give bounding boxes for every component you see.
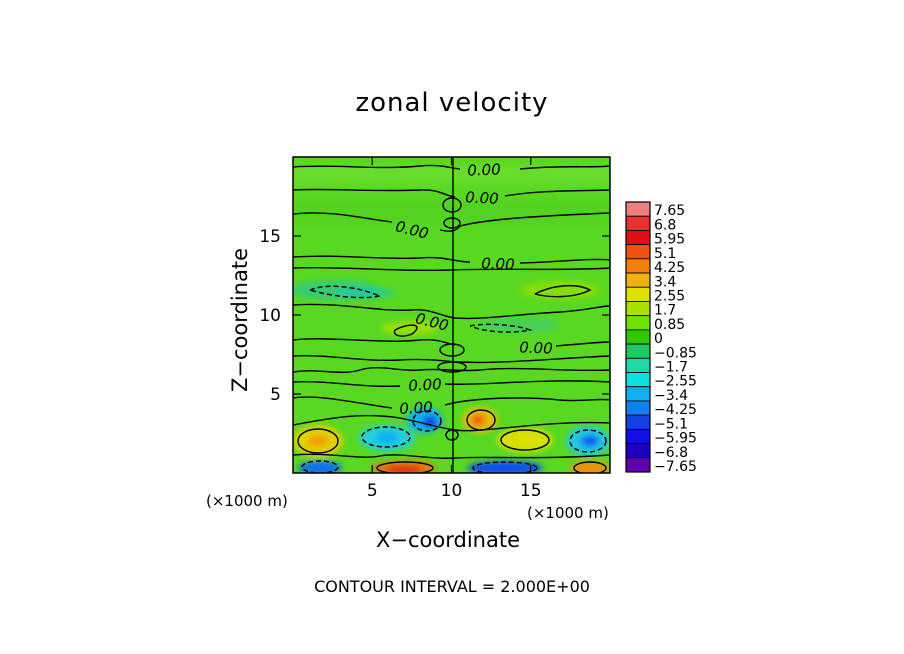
colorbar-swatch [625,230,651,246]
axis-layer: 5 10 15 5 10 15 [259,157,610,501]
colorbar-swatch [625,428,651,444]
colorbar-swatch [625,258,651,274]
colorbar-label: 4.25 [654,260,685,276]
colorbar-label: 1.7 [654,303,676,319]
colorbar-swatch [625,272,651,288]
colorbar-swatch [625,386,651,402]
contour-lines [293,157,610,473]
colorbar-label: 7.65 [654,203,685,219]
contour-label: 0.00 [399,398,433,418]
colorbar-swatch [625,343,651,359]
colorbar-label: −3.4 [654,388,688,404]
contour-label: 0.00 [481,254,515,273]
x-tick-label: 15 [520,481,542,501]
colorbar-label: −5.1 [654,416,688,432]
contour-label: 0.00 [467,160,501,179]
y-tick-label: 5 [270,385,281,405]
contour-label: 0.00 [408,375,442,395]
colorbar-label: 5.1 [654,246,676,262]
y-axis-label: Z−coordinate [228,248,252,392]
x-unit-right: (×1000 m) [527,504,609,522]
contour-label: 0.00 [465,188,499,208]
colorbar-swatch [625,301,651,317]
colorbar-label: −4.25 [654,402,697,418]
x-tick-label: 10 [441,481,463,501]
colorbar-swatch [625,201,651,217]
colorbar-swatch [625,329,651,345]
colorbar-swatch [625,315,651,331]
colorbar-label: 6.8 [654,217,676,233]
contour-label: 0.00 [519,338,553,357]
colorbar-label: 5.95 [654,232,685,248]
colorbar-swatch [625,457,651,473]
colorbar-label: 3.4 [654,274,676,290]
y-tick-label: 15 [259,227,281,247]
colorbar-label: 2.55 [654,288,685,304]
colorbar-label: −6.8 [654,445,688,461]
colorbar-swatch [625,286,651,302]
chart-title: zonal velocity [355,88,549,118]
x-axis-label: X−coordinate [376,528,520,552]
colorbar-swatch [625,215,651,231]
contour-interval-note: CONTOUR INTERVAL = 2.000E+00 [314,577,590,596]
colorbar: 7.656.85.955.14.253.42.551.70.850−0.85−1… [625,201,697,475]
colorbar-swatch [625,244,651,260]
colorbar-frame [625,201,651,473]
x-tick-label: 5 [367,481,378,501]
colorbar-swatch [625,372,651,388]
colorbar-label: 0.85 [654,317,685,333]
colorbar-swatch [625,357,651,373]
colorbar-swatch [625,443,651,459]
colorbar-label: 0 [654,331,663,347]
colorbar-label: −1.7 [654,360,688,376]
colorbar-label: −7.65 [654,459,697,475]
velocity-field [293,157,610,473]
colorbar-label: −5.95 [654,431,697,447]
y-tick-label: 10 [259,306,281,326]
colorbar-swatch [625,414,651,430]
x-unit-left: (×1000 m) [206,492,288,510]
contour-label-layer: 0.000.000.000.000.000.000.000.00 [394,160,553,418]
colorbar-label: −0.85 [654,345,697,361]
colorbar-label: −2.55 [654,374,697,390]
colorbar-swatch [625,400,651,416]
